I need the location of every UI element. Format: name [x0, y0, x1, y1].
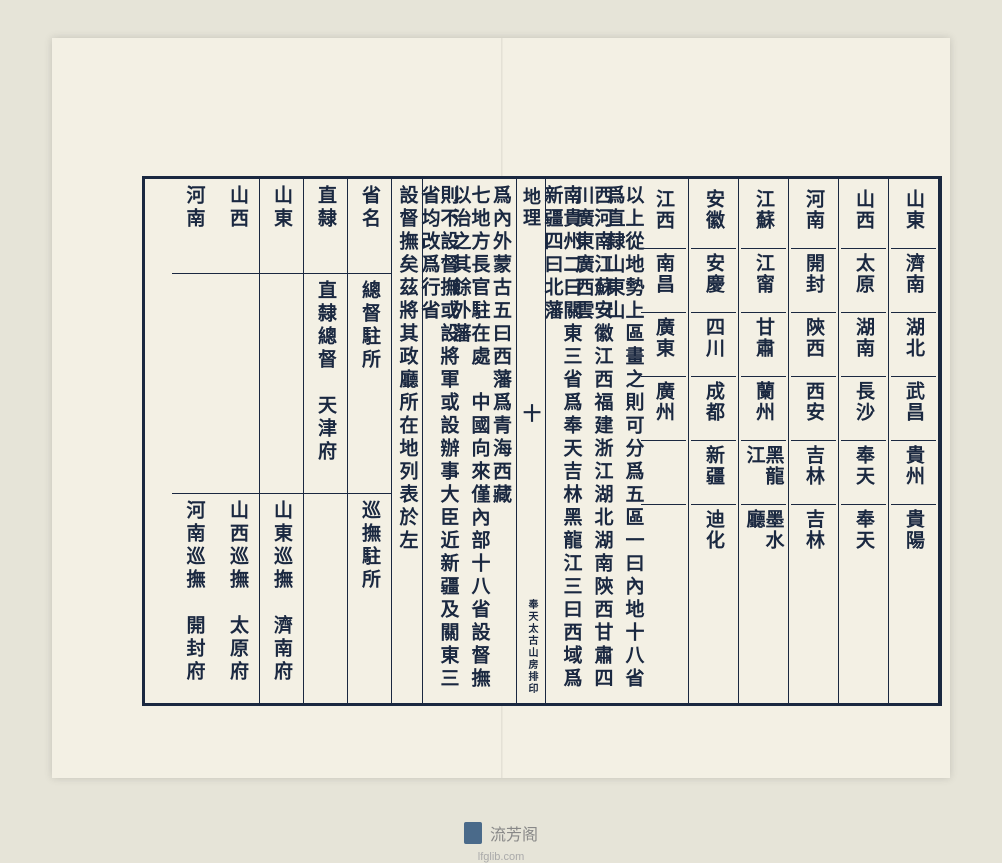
- text: 以上從地勢上區畫之則可分爲五區一曰內地十八省爲直隸山東山: [605, 185, 643, 697]
- right-table-col: 江蘇 江甯 甘肅 蘭州 黑龍江 墨水廳: [739, 179, 789, 703]
- cell: 直隸總督 天津府: [316, 280, 335, 464]
- right-table-col: 山東 濟南 湖北 武昌 貴州 貴陽: [889, 179, 939, 703]
- cell: 濟南: [904, 253, 923, 295]
- cell: 山東: [272, 185, 291, 231]
- right-table-col: 河南 開封 陝西 西安 吉林 吉林: [789, 179, 839, 703]
- cell: 貴陽: [904, 509, 923, 551]
- cell: 廣東: [654, 317, 673, 359]
- left-table-row: 河南 河南巡撫 開封府: [172, 179, 216, 703]
- prose-line: 七地方長官駐在處 中國向來僅內部十八省設督撫以治之其餘外藩: [454, 179, 485, 703]
- watermark-text: 流芳阁: [490, 821, 538, 845]
- cell: 吉林: [804, 445, 823, 487]
- cell: 黑龍江: [745, 445, 783, 504]
- cell: 迪化: [704, 509, 723, 551]
- cell: 湖南: [854, 317, 873, 359]
- cell: 武昌: [904, 381, 923, 423]
- cell: 奉天: [854, 509, 873, 551]
- text: 設督撫矣茲將其政廳所在地列表於左: [398, 185, 417, 553]
- cell: 陝西: [804, 317, 823, 359]
- cell: 太原: [854, 253, 873, 295]
- cell: 蘭州: [754, 381, 773, 423]
- watermark: 流芳阁: [464, 821, 538, 845]
- cell: 江西: [654, 189, 673, 231]
- text-frame: 山東 濟南 湖北 武昌 貴州 貴陽 山西 太原 湖南 長沙 奉天 奉天 河南 開…: [142, 176, 942, 706]
- cell: 安徽: [704, 189, 723, 231]
- prose-line: 爲內外蒙古五曰西藩爲青海西藏: [485, 179, 516, 703]
- cell: 河南: [185, 185, 204, 231]
- cell: 安慶: [704, 253, 723, 295]
- header-cell: 巡撫駐所: [360, 500, 379, 592]
- cell: 甘肅: [754, 317, 773, 359]
- page-number: 十: [522, 404, 540, 425]
- left-table-row: 山西 山西巡撫 太原府: [216, 179, 260, 703]
- book-page: 山東 濟南 湖北 武昌 貴州 貴陽 山西 太原 湖南 長沙 奉天 奉天 河南 開…: [52, 38, 950, 778]
- cell: 開封: [804, 253, 823, 295]
- cell: 南昌: [654, 253, 673, 295]
- cell: 河南巡撫 開封府: [185, 500, 204, 684]
- cell: 奉天: [854, 445, 873, 487]
- cell: 湖北: [904, 317, 923, 359]
- cell: 墨水廳: [745, 509, 783, 569]
- right-table-col: 安徽 安慶 四川 成都 新疆 迪化: [689, 179, 739, 703]
- cell: 成都: [704, 381, 723, 423]
- prose-line: 以上從地勢上區畫之則可分爲五區一曰內地十八省爲直隸山東山: [608, 179, 639, 703]
- book-icon: [464, 822, 482, 844]
- cell: 江甯: [754, 253, 773, 295]
- section-title: 地理: [522, 187, 540, 229]
- cell: 西安: [804, 381, 823, 423]
- cell: 貴州: [904, 445, 923, 487]
- cell: 新疆: [704, 445, 723, 487]
- header-cell: 總督駐所: [360, 280, 379, 372]
- header-cell: 省名: [360, 185, 379, 231]
- cell: 山西巡撫 太原府: [228, 500, 247, 684]
- cell: 四川: [704, 317, 723, 359]
- cell: 山東: [904, 189, 923, 231]
- right-table-col: 江西 南昌 廣東 廣州: [639, 179, 689, 703]
- text: 七地方長官駐在處 中國向來僅內部十八省設督撫以治之其餘外藩: [451, 185, 489, 697]
- printer-colophon: 奉天太古山房排印: [526, 599, 536, 695]
- cell: 山西: [228, 185, 247, 231]
- cell: 長沙: [854, 381, 873, 423]
- cell: 河南: [804, 189, 823, 231]
- cell: 吉林: [804, 509, 823, 551]
- cell: 廣州: [654, 381, 673, 423]
- left-table-row: 山東 山東巡撫 濟南府: [260, 179, 304, 703]
- text: 爲內外蒙古五曰西藩爲青海西藏: [491, 185, 510, 507]
- left-table-header-col: 省名 總督駐所 巡撫駐所: [348, 179, 392, 703]
- cell: 山東巡撫 濟南府: [272, 500, 291, 684]
- cell: 直隸: [316, 185, 335, 231]
- left-table-row: 直隸 直隸總督 天津府: [304, 179, 348, 703]
- right-table-col: 山西 太原 湖南 長沙 奉天 奉天: [839, 179, 889, 703]
- cell: 山西: [854, 189, 873, 231]
- cell: 江蘇: [754, 189, 773, 231]
